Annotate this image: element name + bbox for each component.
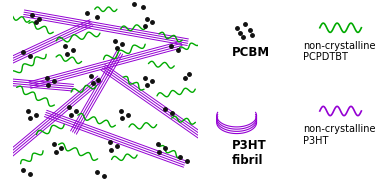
Text: non-crystalline
PCPDTBT: non-crystalline PCPDTBT — [303, 41, 376, 62]
Text: P3HT
fibril: P3HT fibril — [232, 139, 266, 167]
Text: non-crystalline
P3HT: non-crystalline P3HT — [303, 124, 376, 146]
Text: PCBM: PCBM — [232, 46, 270, 59]
